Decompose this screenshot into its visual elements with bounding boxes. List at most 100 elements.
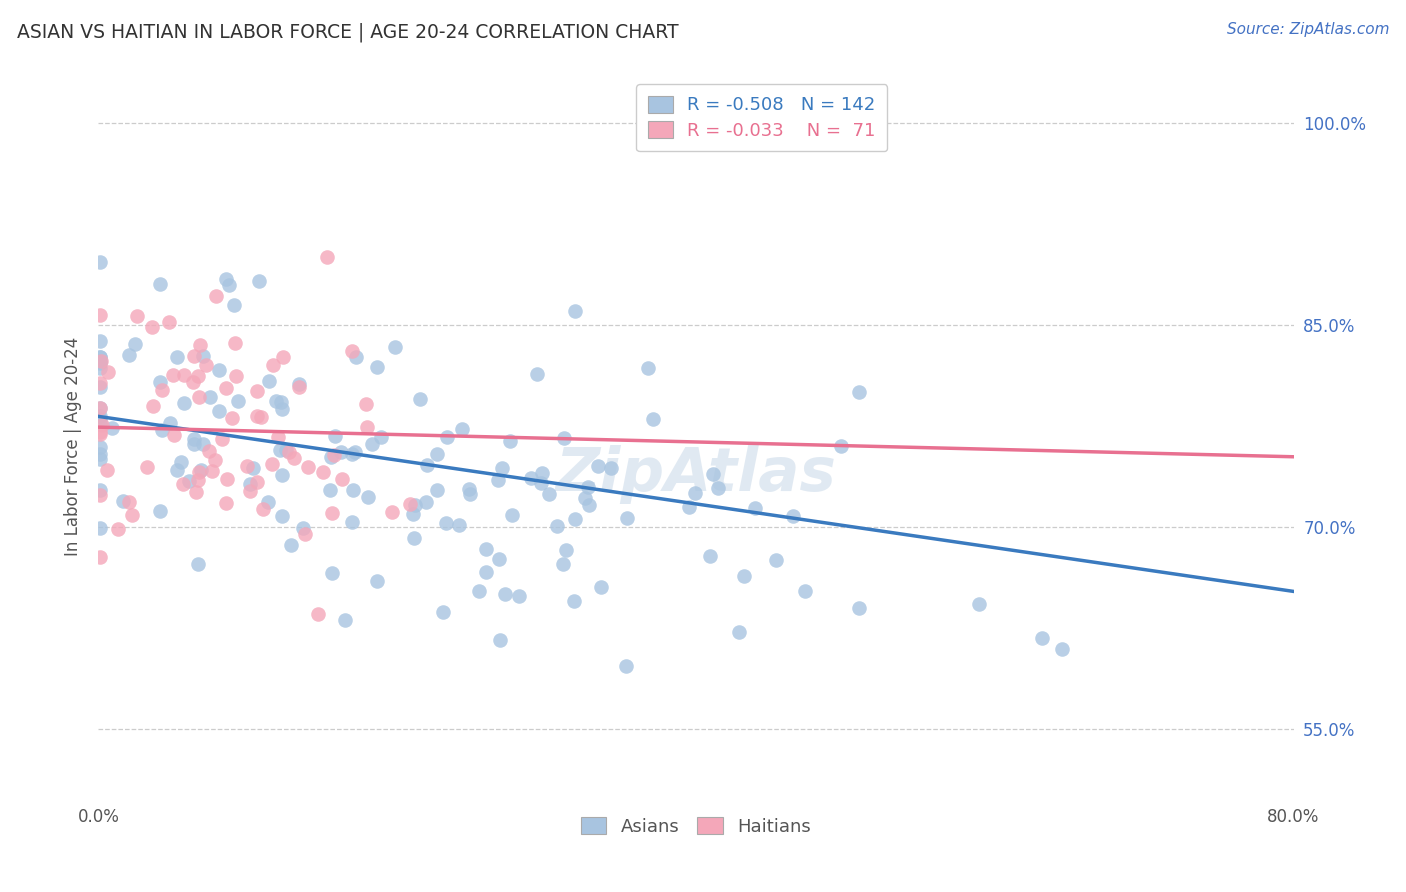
- Point: [89, 355, 111, 369]
- Point: [89, 350, 111, 364]
- Point: [967, 597, 990, 611]
- Point: [366, 574, 388, 589]
- Point: [637, 361, 659, 376]
- Point: [706, 481, 728, 495]
- Point: [434, 516, 457, 530]
- Point: [187, 390, 209, 404]
- Point: [215, 272, 238, 286]
- Point: [184, 485, 207, 500]
- Point: [530, 475, 553, 490]
- Point: [89, 425, 111, 439]
- Point: [1050, 642, 1073, 657]
- Point: [215, 381, 238, 395]
- Point: [125, 309, 148, 323]
- Point: [269, 443, 291, 458]
- Point: [198, 444, 221, 458]
- Point: [256, 495, 278, 509]
- Point: [218, 277, 240, 292]
- Point: [187, 368, 209, 383]
- Point: [198, 391, 221, 405]
- Point: [728, 624, 751, 639]
- Point: [546, 518, 568, 533]
- Point: [381, 505, 404, 519]
- Point: [183, 437, 205, 451]
- Point: [204, 452, 226, 467]
- Point: [249, 274, 271, 288]
- Point: [260, 457, 283, 471]
- Point: [848, 601, 870, 615]
- Point: [449, 518, 471, 533]
- Point: [149, 277, 172, 291]
- Point: [208, 404, 231, 418]
- Point: [271, 402, 294, 417]
- Point: [499, 434, 522, 449]
- Point: [344, 350, 367, 364]
- Point: [475, 541, 498, 556]
- Point: [830, 439, 852, 453]
- Point: [270, 395, 292, 409]
- Point: [141, 319, 163, 334]
- Point: [149, 503, 172, 517]
- Point: [121, 508, 143, 522]
- Point: [404, 498, 426, 512]
- Point: [118, 494, 141, 508]
- Point: [246, 475, 269, 490]
- Point: [323, 448, 346, 462]
- Point: [191, 437, 214, 451]
- Point: [402, 508, 425, 522]
- Point: [208, 362, 231, 376]
- Point: [589, 580, 612, 594]
- Point: [193, 349, 215, 363]
- Point: [89, 376, 111, 390]
- Point: [699, 549, 721, 564]
- Point: [554, 542, 576, 557]
- Point: [89, 440, 111, 454]
- Point: [702, 467, 724, 481]
- Point: [224, 298, 246, 312]
- Point: [89, 409, 111, 423]
- Point: [553, 431, 575, 445]
- Point: [89, 447, 111, 461]
- Point: [436, 430, 458, 444]
- Point: [89, 360, 111, 375]
- Point: [491, 461, 513, 475]
- Point: [342, 448, 364, 462]
- Point: [170, 455, 193, 469]
- Y-axis label: In Labor Force | Age 20-24: In Labor Force | Age 20-24: [65, 336, 83, 556]
- Point: [848, 384, 870, 399]
- Point: [107, 522, 129, 536]
- Point: [297, 459, 319, 474]
- Point: [89, 356, 111, 370]
- Point: [162, 368, 184, 382]
- Point: [187, 473, 209, 487]
- Point: [89, 350, 111, 364]
- Point: [458, 482, 481, 496]
- Point: [89, 483, 111, 497]
- Point: [89, 353, 111, 368]
- Point: [288, 376, 311, 391]
- Point: [501, 508, 523, 522]
- Point: [112, 494, 135, 508]
- Point: [508, 590, 530, 604]
- Point: [564, 304, 586, 318]
- Point: [283, 451, 305, 466]
- Point: [271, 350, 294, 364]
- Point: [288, 380, 311, 394]
- Point: [157, 315, 180, 329]
- Point: [150, 423, 173, 437]
- Point: [188, 338, 211, 352]
- Point: [538, 486, 561, 500]
- Point: [89, 549, 111, 564]
- Point: [426, 483, 449, 498]
- Point: [252, 501, 274, 516]
- Point: [97, 365, 120, 379]
- Point: [494, 587, 516, 601]
- Point: [357, 490, 380, 504]
- Point: [89, 309, 111, 323]
- Point: [217, 472, 239, 486]
- Point: [343, 445, 366, 459]
- Point: [238, 477, 260, 491]
- Point: [733, 569, 755, 583]
- Point: [342, 483, 364, 498]
- Point: [399, 497, 422, 511]
